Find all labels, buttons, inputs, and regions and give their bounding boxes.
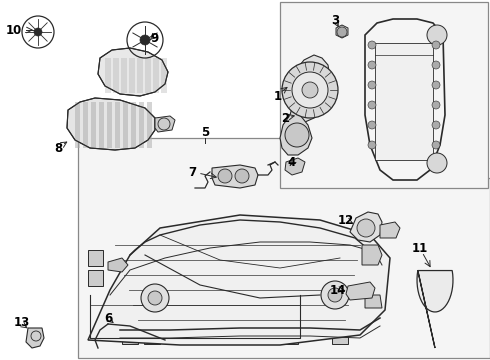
Polygon shape <box>380 222 400 238</box>
Polygon shape <box>365 295 382 308</box>
Polygon shape <box>88 270 103 286</box>
Polygon shape <box>88 215 390 345</box>
Circle shape <box>302 82 318 98</box>
Polygon shape <box>99 102 104 148</box>
Circle shape <box>427 153 447 173</box>
Circle shape <box>368 81 376 89</box>
Text: 12: 12 <box>338 213 354 226</box>
Circle shape <box>368 41 376 49</box>
Circle shape <box>368 141 376 149</box>
Circle shape <box>432 101 440 109</box>
Circle shape <box>321 281 349 309</box>
Polygon shape <box>350 212 382 242</box>
Text: 5: 5 <box>201 126 209 139</box>
Polygon shape <box>78 138 490 358</box>
Circle shape <box>148 291 162 305</box>
Circle shape <box>432 141 440 149</box>
Polygon shape <box>212 165 258 188</box>
Polygon shape <box>288 55 330 122</box>
Text: 2: 2 <box>281 112 289 125</box>
Polygon shape <box>362 245 382 265</box>
Polygon shape <box>67 98 155 150</box>
Polygon shape <box>123 102 128 148</box>
Text: 3: 3 <box>331 13 339 27</box>
Text: 4: 4 <box>288 156 296 168</box>
Bar <box>332 330 348 344</box>
Text: 1: 1 <box>274 90 282 104</box>
Bar <box>122 330 138 344</box>
Circle shape <box>140 35 150 45</box>
Polygon shape <box>280 108 312 155</box>
Polygon shape <box>88 250 103 266</box>
Circle shape <box>34 28 42 36</box>
Circle shape <box>328 288 342 302</box>
Polygon shape <box>83 102 88 148</box>
Circle shape <box>357 219 375 237</box>
Polygon shape <box>98 48 168 96</box>
Circle shape <box>432 61 440 69</box>
Polygon shape <box>336 25 348 38</box>
Text: 10: 10 <box>6 23 22 36</box>
Polygon shape <box>145 58 151 93</box>
Circle shape <box>368 121 376 129</box>
Circle shape <box>368 101 376 109</box>
Polygon shape <box>417 271 453 348</box>
Text: 7: 7 <box>188 166 196 179</box>
Bar <box>144 330 160 344</box>
Polygon shape <box>129 58 135 93</box>
Polygon shape <box>115 102 120 148</box>
Circle shape <box>282 62 338 118</box>
Circle shape <box>432 81 440 89</box>
Polygon shape <box>161 58 167 93</box>
Polygon shape <box>375 43 433 160</box>
Polygon shape <box>153 58 159 93</box>
Polygon shape <box>285 158 305 175</box>
Text: 13: 13 <box>14 315 30 328</box>
Polygon shape <box>137 58 143 93</box>
Polygon shape <box>91 102 96 148</box>
Polygon shape <box>26 328 44 348</box>
Polygon shape <box>139 102 144 148</box>
Bar <box>282 330 298 344</box>
Text: 8: 8 <box>54 141 62 154</box>
Circle shape <box>432 41 440 49</box>
Polygon shape <box>131 102 136 148</box>
Text: 14: 14 <box>330 284 346 297</box>
Polygon shape <box>113 58 119 93</box>
Polygon shape <box>107 102 112 148</box>
Polygon shape <box>75 102 80 148</box>
Polygon shape <box>346 282 375 300</box>
Text: 9: 9 <box>150 31 158 45</box>
Text: 6: 6 <box>104 311 112 324</box>
Circle shape <box>368 61 376 69</box>
Circle shape <box>337 27 347 37</box>
Polygon shape <box>280 2 488 188</box>
Text: 11: 11 <box>412 242 428 255</box>
Circle shape <box>432 121 440 129</box>
Circle shape <box>427 25 447 45</box>
Circle shape <box>218 169 232 183</box>
Circle shape <box>141 284 169 312</box>
Circle shape <box>235 169 249 183</box>
Polygon shape <box>121 58 127 93</box>
Polygon shape <box>147 102 152 148</box>
Circle shape <box>285 123 309 147</box>
Circle shape <box>292 72 328 108</box>
Polygon shape <box>105 58 111 93</box>
Polygon shape <box>155 116 175 132</box>
Polygon shape <box>108 258 128 272</box>
